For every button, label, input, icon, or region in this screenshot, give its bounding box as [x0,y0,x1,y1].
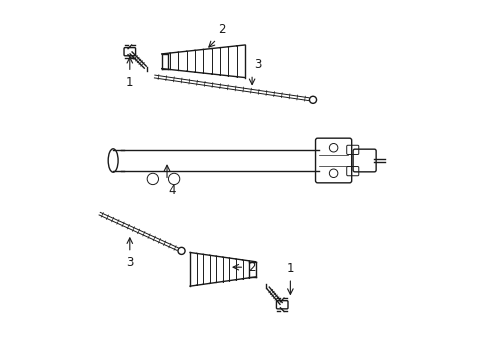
Text: 3: 3 [126,256,133,269]
Text: 1: 1 [126,76,134,89]
Text: 2: 2 [248,261,255,274]
Text: 4: 4 [169,184,176,197]
Text: 1: 1 [287,262,294,275]
Text: 2: 2 [218,23,226,36]
Text: 3: 3 [254,58,261,71]
